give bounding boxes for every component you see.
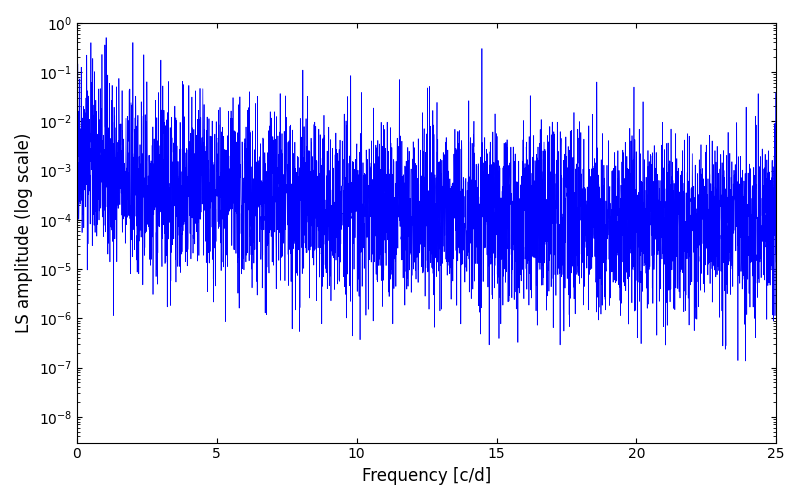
Y-axis label: LS amplitude (log scale): LS amplitude (log scale) bbox=[15, 132, 33, 333]
X-axis label: Frequency [c/d]: Frequency [c/d] bbox=[362, 467, 491, 485]
